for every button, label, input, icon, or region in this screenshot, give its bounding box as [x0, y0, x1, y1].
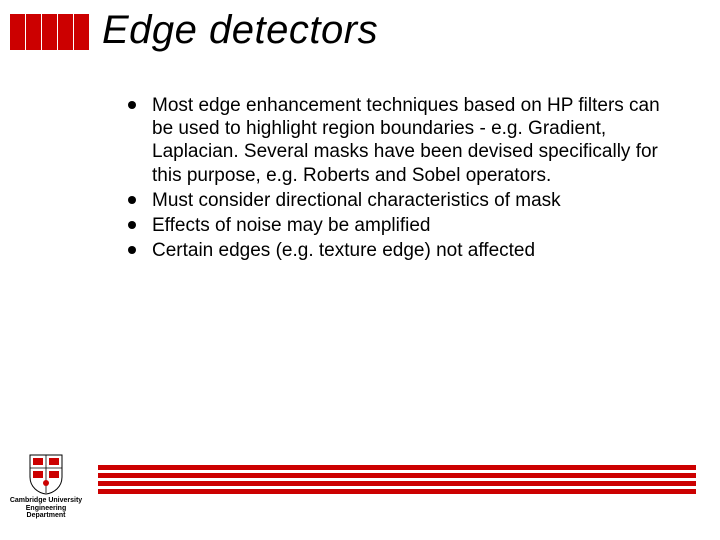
crest-icon [28, 453, 64, 495]
bottom-rules [98, 465, 696, 494]
rule-line [98, 473, 696, 478]
footer-text-line1: Cambridge University [6, 497, 86, 505]
footer-text-line2: Engineering Department [6, 505, 86, 520]
logo-bar [10, 14, 25, 50]
slide: Edge detectors Most edge enhancement tec… [0, 0, 720, 540]
rule-line [98, 465, 696, 470]
rule-line [98, 481, 696, 486]
top-logo [10, 14, 89, 50]
footer-crest-block: Cambridge University Engineering Departm… [6, 453, 86, 520]
logo-bar [74, 14, 89, 50]
slide-title: Edge detectors [102, 8, 378, 53]
logo-bar [26, 14, 41, 50]
bullet-item: Certain edges (e.g. texture edge) not af… [128, 239, 680, 262]
slide-body: Most edge enhancement techniques based o… [128, 94, 680, 264]
rule-line [98, 489, 696, 494]
bullet-list: Most edge enhancement techniques based o… [128, 94, 680, 262]
bullet-item: Must consider directional characteristic… [128, 189, 680, 212]
bullet-item: Effects of noise may be amplified [128, 214, 680, 237]
bullet-item: Most edge enhancement techniques based o… [128, 94, 680, 187]
logo-bar [58, 14, 73, 50]
logo-bar [42, 14, 57, 50]
